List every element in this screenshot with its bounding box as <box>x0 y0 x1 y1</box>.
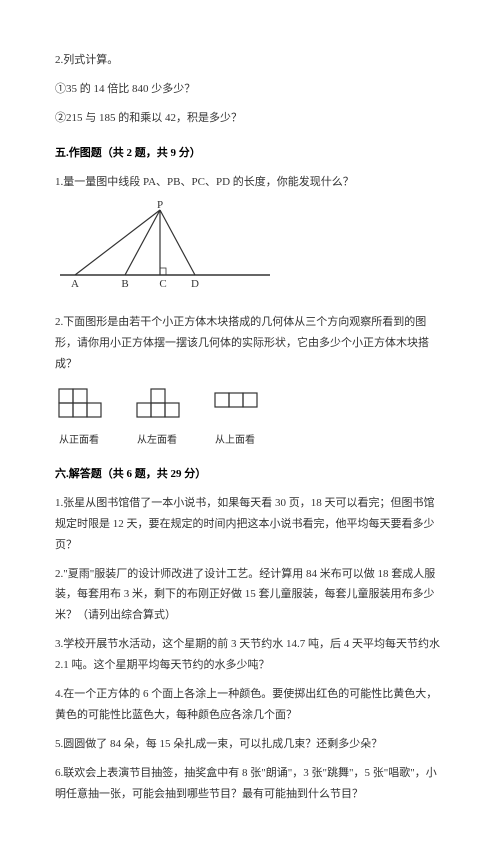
q6-6: 6.联欢会上表演节目抽签，抽奖盒中有 8 张"朗诵"，3 张"跳舞"，5 张"唱… <box>55 763 445 805</box>
section-5-title: 五.作图题（共 2 题，共 9 分） <box>55 143 445 164</box>
svg-text:A: A <box>71 278 79 290</box>
q6-2: 2."夏雨"服装厂的设计师改进了设计工艺。经计算用 84 米布可以做 18 套成… <box>55 564 445 627</box>
q6-3: 3.学校开展节水活动，这个星期的前 3 天节约水 14.7 吨，后 4 天平均每… <box>55 634 445 676</box>
triangle-diagram: P A B C D <box>55 200 445 298</box>
section-6-title: 六.解答题（共 6 题，共 29 分） <box>55 464 445 485</box>
calc-q2: ②215 与 185 的和乘以 42，积是多少？ <box>55 108 445 129</box>
q6-1: 1.张星从图书馆借了一本小说书，如果每天看 30 页，18 天可以看完；但图书馆… <box>55 493 445 556</box>
svg-text:D: D <box>191 278 199 290</box>
top-view: 从上面看 <box>211 385 259 450</box>
calc-q1: ①35 的 14 倍比 840 少多少？ <box>55 79 445 100</box>
q5-1: 1.量一量图中线段 PA、PB、PC、PD 的长度，你能发现什么？ <box>55 172 445 193</box>
q6-5: 5.圆圆做了 84 朵，每 15 朵扎成一束，可以扎成几束？还剩多少朵？ <box>55 734 445 755</box>
front-view: 从正面看 <box>55 385 103 450</box>
three-views-row: 从正面看 从左面看 从上面看 <box>55 385 445 450</box>
front-view-label: 从正面看 <box>55 431 103 450</box>
svg-text:C: C <box>159 278 166 290</box>
svg-text:P: P <box>157 200 163 211</box>
svg-text:B: B <box>121 278 128 290</box>
left-view-label: 从左面看 <box>133 431 181 450</box>
left-view: 从左面看 <box>133 385 181 450</box>
top-view-label: 从上面看 <box>211 431 259 450</box>
calc-header: 2.列式计算。 <box>55 50 445 71</box>
q5-2: 2.下面图形是由若干个小正方体木块搭成的几何体从三个方向观察所看到的图形，请你用… <box>55 312 445 375</box>
q6-4: 4.在一个正方体的 6 个面上各涂上一种颜色。要使掷出红色的可能性比黄色大，黄色… <box>55 684 445 726</box>
